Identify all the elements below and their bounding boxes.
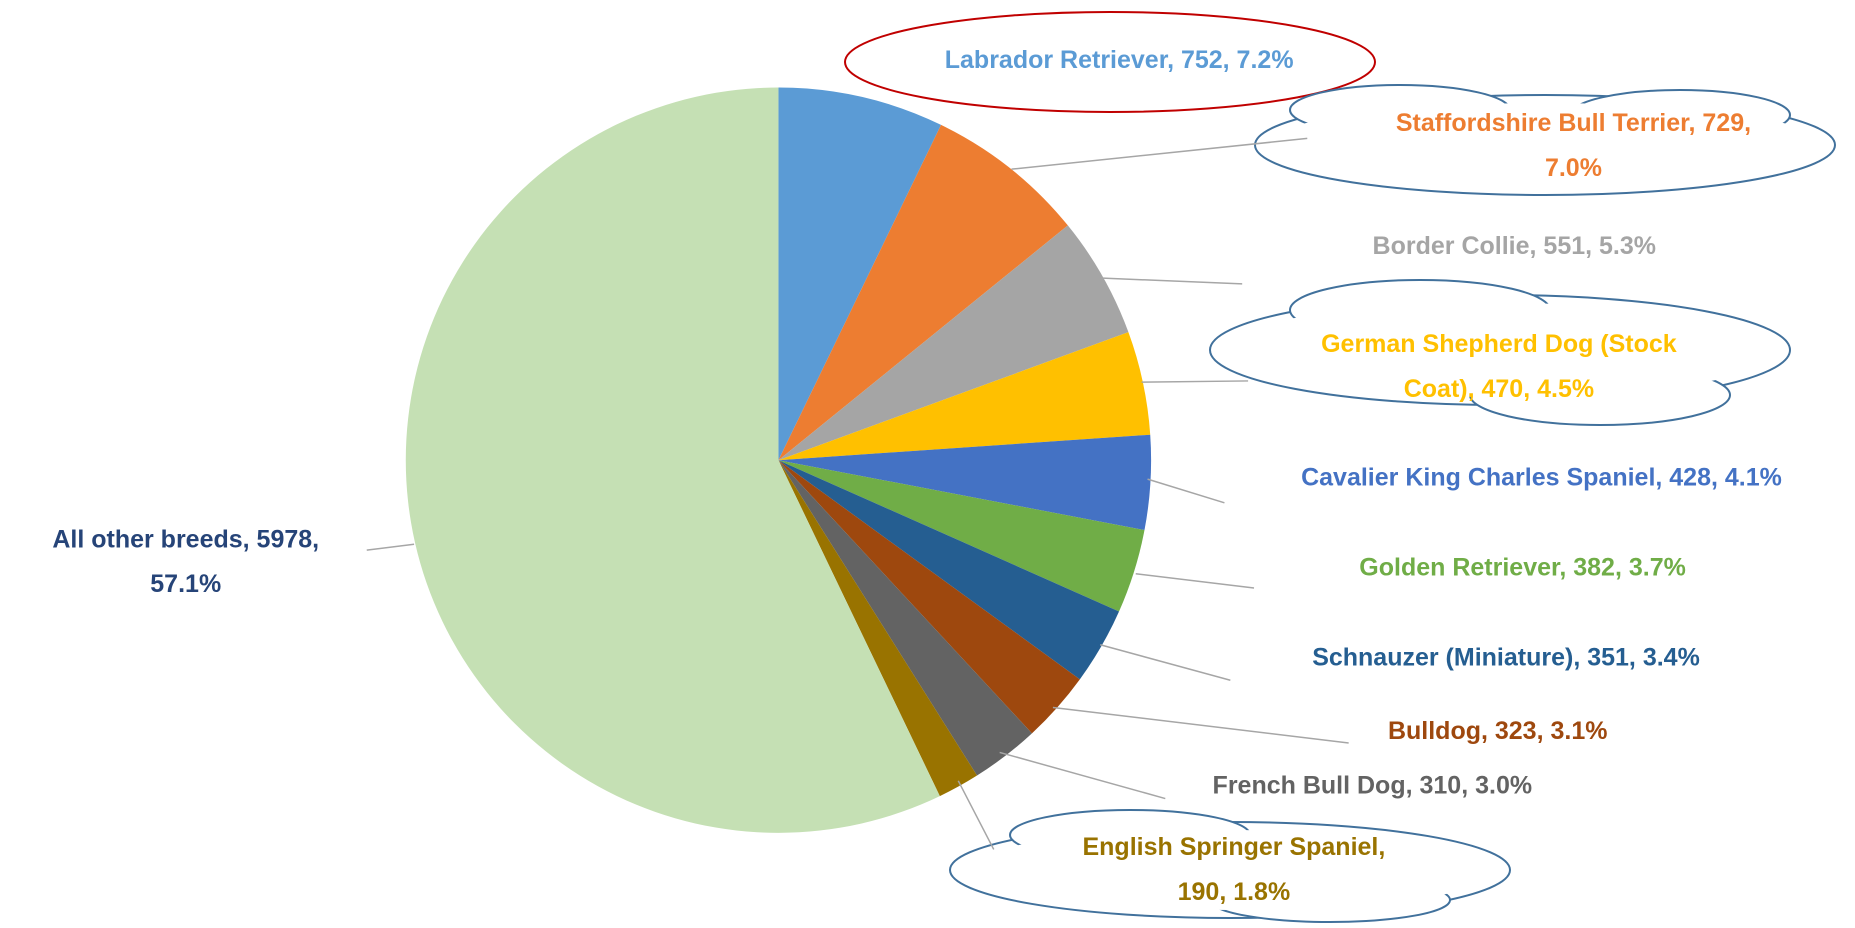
data-label: Labrador Retriever, 752, 7.2% — [945, 46, 1294, 74]
leader-line — [1136, 574, 1254, 588]
leader-line — [958, 781, 993, 850]
leader-line — [1148, 479, 1225, 503]
data-label: Cavalier King Charles Spaniel, 428, 4.1% — [1301, 464, 1782, 492]
data-label: French Bull Dog, 310, 3.0% — [1213, 771, 1533, 799]
data-label: Golden Retriever, 382, 3.7% — [1359, 554, 1686, 582]
data-label: English Springer Spaniel, — [1082, 833, 1385, 861]
leader-line — [1100, 645, 1230, 680]
chart: Labrador Retriever, 752, 7.2% Staffordshi… — [0, 0, 1855, 928]
data-label: Coat), 470, 4.5% — [1404, 375, 1594, 403]
data-label: All other breeds, 5978, — [52, 525, 319, 553]
leader-line — [1142, 381, 1248, 382]
pie — [406, 88, 1151, 833]
data-label: Staffordshire Bull Terrier, 729, — [1396, 109, 1751, 137]
data-label: Border Collie, 551, 5.3% — [1373, 232, 1656, 260]
leader-line — [1053, 707, 1349, 742]
data-label: Schnauzer (Miniature), 351, 3.4% — [1312, 644, 1700, 672]
leader-line — [367, 544, 414, 550]
data-label: Bulldog, 323, 3.1% — [1388, 717, 1608, 745]
data-label: 7.0% — [1545, 154, 1602, 182]
leader-line — [1000, 752, 1166, 798]
data-label: 57.1% — [150, 570, 221, 598]
data-label: 190, 1.8% — [1178, 878, 1291, 906]
leader-line — [1100, 278, 1242, 284]
data-label: German Shepherd Dog (Stock — [1321, 330, 1677, 358]
